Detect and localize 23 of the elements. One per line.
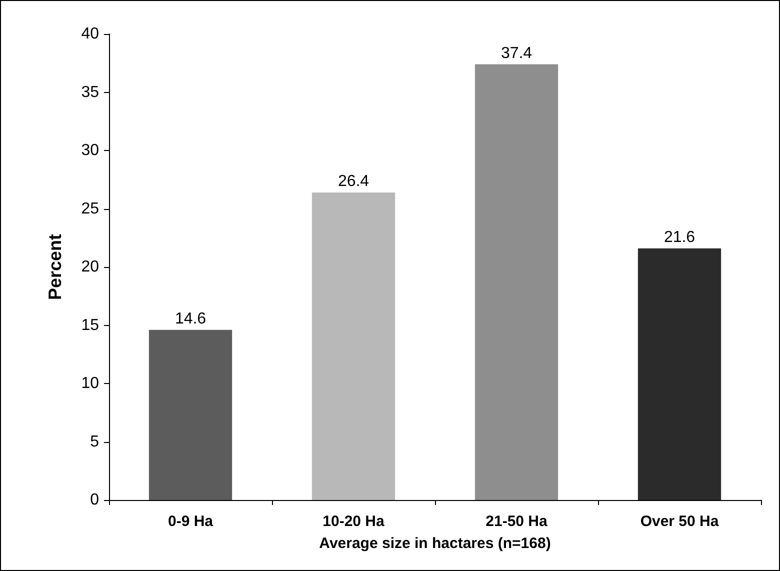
y-tick-label: 5 <box>90 433 100 450</box>
data-label: 21.6 <box>664 228 696 246</box>
x-tick-label: 10-20 Ha <box>322 513 386 530</box>
x-tick-label: Over 50 Ha <box>640 513 720 530</box>
y-tick-label: 20 <box>81 258 100 276</box>
x-tick-label: 21-50 Ha <box>486 513 548 530</box>
x-tick-label: 0-9 Ha <box>168 513 214 530</box>
bar <box>638 248 722 500</box>
x-axis-title: Average size in hactares (n=168) <box>319 535 551 552</box>
bar <box>474 64 558 500</box>
data-label: 37.4 <box>500 44 532 62</box>
data-label: 14.6 <box>174 310 206 328</box>
y-axis-title: Percent <box>45 234 65 300</box>
y-tick-label: 0 <box>90 492 100 508</box>
y-tick-label: 40 <box>81 26 100 42</box>
y-tick-label: 25 <box>81 200 100 218</box>
bar <box>148 330 232 500</box>
bar <box>312 192 396 500</box>
y-tick-label: 10 <box>81 375 100 392</box>
y-tick-label: 30 <box>81 142 100 159</box>
y-tick-label: 35 <box>81 84 100 101</box>
data-label: 26.4 <box>338 172 370 190</box>
y-tick-label: 15 <box>81 316 100 334</box>
